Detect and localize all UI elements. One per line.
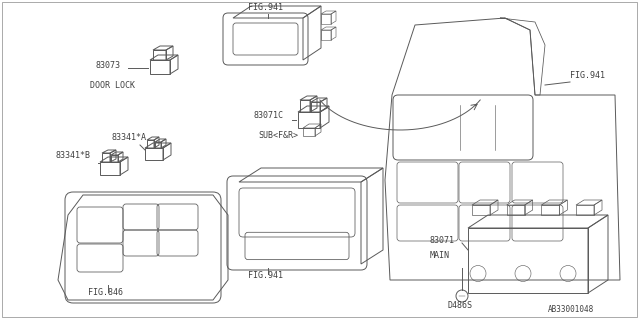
Text: D486S: D486S	[448, 301, 473, 310]
Text: SUB<F&R>: SUB<F&R>	[258, 131, 298, 140]
Text: 83071: 83071	[430, 236, 455, 245]
Text: 83341*A: 83341*A	[112, 133, 147, 142]
Text: FIG.941: FIG.941	[248, 3, 283, 12]
Text: 83341*B: 83341*B	[55, 151, 90, 160]
Text: 83071C: 83071C	[253, 111, 283, 120]
Text: 83073: 83073	[95, 61, 120, 70]
Text: FIG.846: FIG.846	[88, 288, 123, 297]
Text: FIG.941: FIG.941	[248, 271, 283, 280]
Text: AB33001048: AB33001048	[548, 305, 595, 314]
Text: MAIN: MAIN	[430, 251, 450, 260]
Text: DOOR LOCK: DOOR LOCK	[90, 81, 135, 90]
Text: FIG.941: FIG.941	[570, 71, 605, 80]
